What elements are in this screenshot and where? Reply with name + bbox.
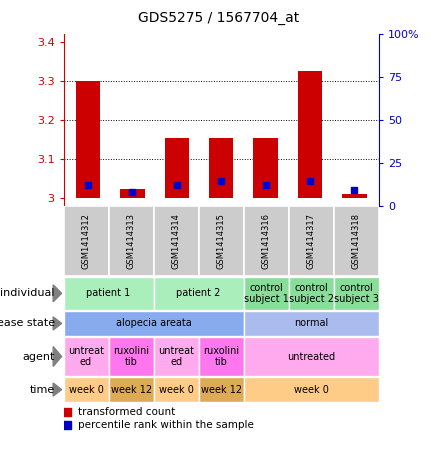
Bar	[298, 71, 322, 198]
Bar	[109, 337, 154, 376]
Text: patient 2: patient 2	[177, 288, 221, 299]
Bar	[154, 377, 199, 402]
Polygon shape	[53, 285, 62, 302]
Bar	[120, 188, 145, 198]
Bar	[334, 277, 379, 310]
Text: alopecia areata: alopecia areata	[116, 318, 191, 328]
Text: GSM1414315: GSM1414315	[217, 213, 226, 269]
Text: GSM1414314: GSM1414314	[172, 213, 180, 269]
Text: ruxolini
tib: ruxolini tib	[113, 346, 149, 367]
Text: week 12: week 12	[110, 385, 152, 395]
Bar	[199, 206, 244, 276]
Bar	[154, 337, 199, 376]
Bar	[109, 206, 154, 276]
Text: week 0: week 0	[294, 385, 329, 395]
Bar	[64, 311, 244, 336]
Text: disease state: disease state	[0, 318, 55, 328]
Bar	[199, 377, 244, 402]
Text: time: time	[29, 385, 55, 395]
Text: untreated: untreated	[287, 352, 336, 361]
Bar	[165, 138, 189, 198]
Text: GDS5275 / 1567704_at: GDS5275 / 1567704_at	[138, 11, 300, 25]
Bar	[244, 377, 379, 402]
Text: week 12: week 12	[201, 385, 242, 395]
Bar	[244, 277, 289, 310]
Bar	[289, 206, 334, 276]
Text: week 0: week 0	[69, 385, 103, 395]
Text: ruxolini
tib: ruxolini tib	[203, 346, 239, 367]
Polygon shape	[53, 317, 62, 330]
Polygon shape	[53, 383, 62, 396]
Text: patient 1: patient 1	[86, 288, 131, 299]
Text: week 0: week 0	[159, 385, 194, 395]
Polygon shape	[53, 347, 62, 366]
Bar	[64, 206, 109, 276]
Bar	[244, 337, 379, 376]
Text: percentile rank within the sample: percentile rank within the sample	[78, 420, 254, 430]
Text: untreat
ed: untreat ed	[68, 346, 104, 367]
Bar	[244, 311, 379, 336]
Bar	[334, 206, 379, 276]
Text: GSM1414316: GSM1414316	[262, 213, 271, 269]
Text: GSM1414317: GSM1414317	[307, 213, 316, 269]
Bar	[289, 277, 334, 310]
Text: control
subject 3: control subject 3	[334, 283, 379, 304]
Bar	[342, 194, 367, 198]
Bar	[199, 337, 244, 376]
Bar	[209, 138, 233, 198]
Bar	[76, 81, 100, 198]
Text: untreat
ed: untreat ed	[158, 346, 194, 367]
Bar	[244, 206, 289, 276]
Text: control
subject 2: control subject 2	[289, 283, 334, 304]
Bar	[109, 377, 154, 402]
Bar	[64, 337, 109, 376]
Bar	[154, 206, 199, 276]
Text: GSM1414312: GSM1414312	[81, 213, 91, 269]
Bar	[254, 138, 278, 198]
Text: individual: individual	[0, 288, 55, 299]
Bar	[154, 277, 244, 310]
Text: agent: agent	[22, 352, 55, 361]
Bar	[64, 277, 154, 310]
Text: transformed count: transformed count	[78, 407, 175, 417]
Bar	[64, 377, 109, 402]
Text: control
subject 1: control subject 1	[244, 283, 289, 304]
Text: GSM1414313: GSM1414313	[127, 213, 136, 269]
Text: normal: normal	[294, 318, 328, 328]
Text: GSM1414318: GSM1414318	[352, 213, 361, 269]
